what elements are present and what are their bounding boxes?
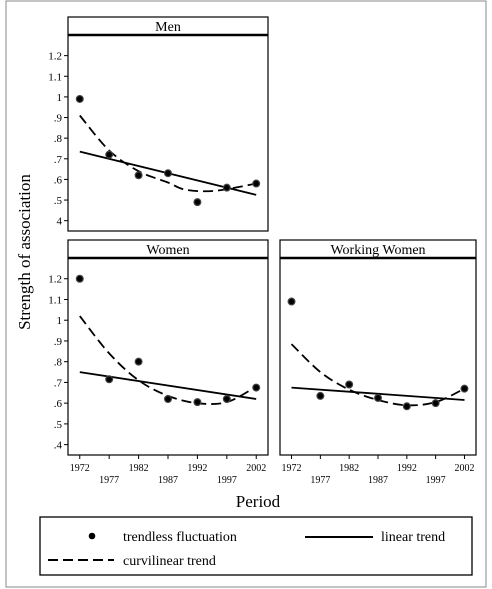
y-tick-label: 1.2 — [48, 51, 62, 63]
x-tick-label: 2002 — [246, 463, 266, 474]
data-point — [75, 94, 84, 103]
legend-box — [39, 516, 473, 576]
panel-frame — [67, 239, 269, 456]
y-axis-label: Strength of association — [15, 174, 34, 330]
x-tick-label: 1987 — [158, 475, 178, 486]
panel-title: Women — [146, 243, 189, 258]
y-tick-label: .7 — [54, 154, 63, 166]
y-tick-label: .5 — [54, 419, 63, 431]
y-tick-label: 1 — [57, 92, 63, 104]
data-point — [164, 395, 173, 404]
data-point — [316, 391, 325, 400]
data-point — [105, 375, 114, 384]
y-tick-label: 1 — [57, 315, 63, 327]
data-point — [252, 179, 261, 188]
x-tick-label: 1992 — [397, 463, 417, 474]
legend-marker-trendless — [88, 532, 96, 540]
legend: trendless fluctuation linear trend curvi… — [39, 516, 473, 576]
x-tick-label: 1982 — [339, 463, 359, 474]
legend-label-trendless: trendless fluctuation — [123, 530, 237, 545]
panel-frame — [279, 239, 477, 456]
y-tick-label: .4 — [54, 440, 63, 452]
data-point — [287, 297, 296, 306]
data-point — [75, 274, 84, 283]
data-point — [193, 198, 202, 207]
y-tick-label: 1.1 — [48, 294, 62, 306]
panel-title: Working Women — [330, 243, 425, 258]
y-tick-label: .9 — [54, 336, 63, 348]
x-tick-label: 1992 — [187, 463, 207, 474]
panel-women: Women .4 .5 .6 .7 .8 .9 1 1.1 1.2 1972 1977 1982 1987… — [48, 239, 269, 486]
x-tick-label: 1982 — [129, 463, 149, 474]
x-tick-label: 1977 — [99, 475, 119, 486]
data-point — [134, 171, 143, 180]
y-tick-label: .5 — [54, 195, 63, 207]
data-point — [252, 383, 261, 392]
y-tick-label: 1.1 — [48, 71, 62, 83]
figure-frame — [5, 0, 487, 588]
panel-frame — [67, 16, 269, 232]
data-point — [374, 393, 383, 402]
linear-trend-line — [291, 386, 465, 401]
panel-title: Men — [155, 20, 181, 35]
y-tick-label: .6 — [54, 174, 63, 186]
data-point — [134, 357, 143, 366]
x-tick-label: 1972 — [70, 463, 90, 474]
data-point — [431, 399, 440, 408]
y-tick-label: .8 — [54, 357, 63, 369]
panel-working-women: Working Women 1972 1977 1982 1987 1992 1997 200… — [279, 239, 477, 486]
y-tick-label: 4 — [57, 216, 63, 228]
curvilinear-trend-line — [79, 114, 257, 193]
y-tick-label: 1.2 — [48, 274, 62, 286]
data-point — [402, 402, 411, 411]
data-point — [460, 384, 469, 393]
data-point — [193, 398, 202, 407]
legend-label-linear: linear trend — [381, 530, 445, 545]
y-tick-label: .8 — [54, 133, 63, 145]
data-point — [164, 169, 173, 178]
panel-men: Men 4 .5 .6 .7 .8 .9 1 1.1 1.2 — [48, 16, 269, 232]
x-tick-label: 1997 — [426, 475, 446, 486]
x-axis-label: Period — [236, 492, 281, 511]
data-point — [222, 183, 231, 192]
data-point — [105, 150, 114, 159]
x-tick-label: 1977 — [310, 475, 330, 486]
data-point — [222, 395, 231, 404]
y-tick-label: .6 — [54, 398, 63, 410]
y-tick-label: .7 — [54, 377, 63, 389]
legend-label-curvilinear: curvilinear trend — [123, 554, 216, 569]
x-tick-label: 2002 — [454, 463, 474, 474]
y-tick-label: .9 — [54, 113, 63, 125]
data-point — [345, 380, 354, 389]
x-tick-label: 1987 — [368, 475, 388, 486]
x-tick-label: 1997 — [217, 475, 237, 486]
x-tick-label: 1972 — [282, 463, 302, 474]
